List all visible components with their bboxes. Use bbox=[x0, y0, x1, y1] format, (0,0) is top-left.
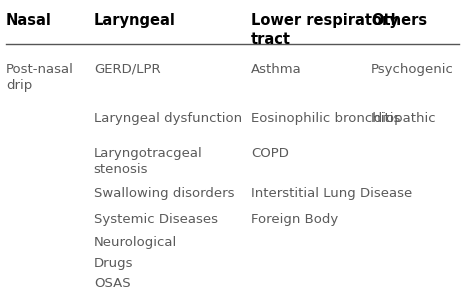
Text: Drugs: Drugs bbox=[94, 257, 133, 270]
Text: OSAS: OSAS bbox=[94, 277, 130, 290]
Text: Swallowing disorders: Swallowing disorders bbox=[94, 187, 234, 200]
Text: Foreign Body: Foreign Body bbox=[251, 213, 338, 226]
Text: Systemic Diseases: Systemic Diseases bbox=[94, 213, 218, 226]
Text: Eosinophilic bronchitis: Eosinophilic bronchitis bbox=[251, 112, 400, 125]
Text: Laryngotracgeal
stenosis: Laryngotracgeal stenosis bbox=[94, 147, 202, 176]
Text: Idiopathic: Idiopathic bbox=[371, 112, 437, 125]
Text: Laryngeal dysfunction: Laryngeal dysfunction bbox=[94, 112, 242, 125]
Text: Interstitial Lung Disease: Interstitial Lung Disease bbox=[251, 187, 412, 200]
Text: Nasal: Nasal bbox=[6, 13, 52, 28]
Text: Neurological: Neurological bbox=[94, 236, 177, 249]
Text: Lower respiratory
tract: Lower respiratory tract bbox=[251, 13, 399, 47]
Text: Others: Others bbox=[371, 13, 427, 28]
Text: Post-nasal
drip: Post-nasal drip bbox=[6, 63, 74, 92]
Text: Asthma: Asthma bbox=[251, 63, 301, 76]
Text: GERD/LPR: GERD/LPR bbox=[94, 63, 160, 76]
Text: COPD: COPD bbox=[251, 147, 289, 160]
Text: Psychogenic: Psychogenic bbox=[371, 63, 454, 76]
Text: Laryngeal: Laryngeal bbox=[94, 13, 176, 28]
